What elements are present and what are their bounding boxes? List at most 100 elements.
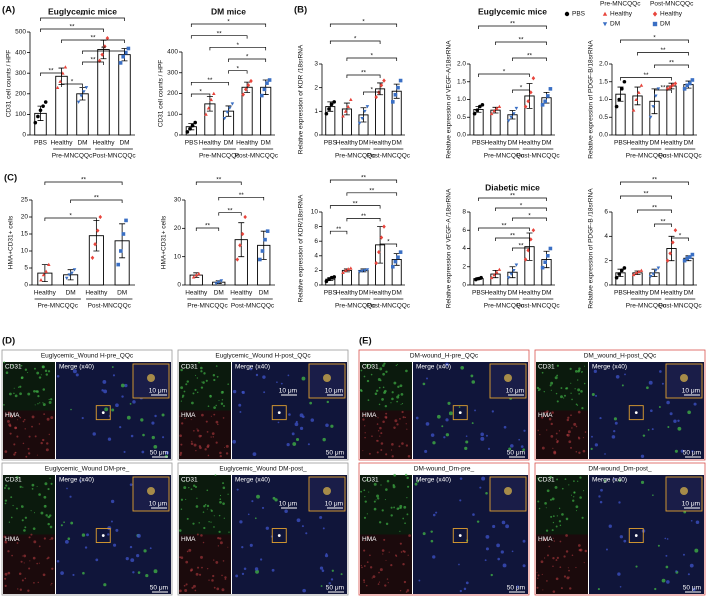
cell	[213, 378, 216, 382]
cell	[42, 402, 44, 404]
nucleus	[447, 401, 451, 405]
nucleus	[262, 375, 266, 379]
cell	[539, 479, 541, 482]
cell	[550, 365, 553, 367]
y-tick-label: 4	[314, 253, 318, 260]
cell	[402, 416, 405, 419]
cell	[578, 451, 581, 454]
nucleus	[518, 438, 521, 441]
cell	[39, 402, 41, 404]
merge-label: Merge (x40)	[416, 477, 451, 484]
cell	[213, 413, 216, 416]
error-bar	[343, 102, 350, 116]
cell	[396, 507, 400, 510]
cell	[181, 396, 184, 398]
y-tick-label: 2	[314, 267, 318, 274]
nucleus	[445, 433, 450, 437]
cell	[210, 521, 212, 523]
cell	[576, 379, 579, 381]
data-point	[241, 92, 245, 97]
x-tick-label: DM	[541, 140, 551, 147]
cell	[366, 535, 370, 538]
nucleus	[490, 573, 493, 577]
cell	[370, 364, 373, 367]
cell	[31, 425, 33, 428]
nucleus	[492, 524, 496, 529]
significance-bracket	[329, 230, 348, 235]
significance-label: **	[48, 68, 54, 75]
cell	[379, 379, 382, 382]
cell	[206, 430, 209, 433]
cell	[214, 474, 217, 476]
data-point	[492, 109, 496, 113]
data-point	[654, 268, 658, 273]
micrograph-title: Euglycemic_Wound H-post_QQc	[215, 353, 311, 360]
nucleus	[619, 535, 624, 539]
nucleus	[471, 380, 476, 384]
cell	[43, 537, 46, 540]
marker	[277, 411, 281, 415]
cell	[379, 426, 382, 430]
significance-bracket	[329, 179, 398, 183]
group-label: Post-MNCQQc	[231, 303, 275, 310]
nucleus	[491, 410, 494, 413]
cell	[584, 365, 586, 367]
cell	[19, 416, 22, 419]
cell	[47, 487, 50, 491]
nucleus	[480, 436, 485, 441]
cell	[373, 482, 377, 486]
data-point	[214, 282, 218, 286]
bar	[358, 269, 369, 286]
cell	[398, 445, 401, 448]
group-label: Pre-MNCQQc	[38, 303, 79, 310]
nucleus	[249, 543, 253, 547]
cell	[556, 374, 559, 377]
data-point	[495, 106, 499, 110]
marker	[458, 534, 462, 537]
cell	[407, 554, 409, 556]
cell	[5, 367, 7, 369]
cell	[215, 420, 219, 424]
nucleus	[107, 437, 112, 441]
cell	[3, 404, 5, 406]
cell	[563, 394, 566, 397]
cell	[23, 554, 27, 558]
data-point	[190, 123, 195, 128]
cell	[37, 395, 40, 398]
nucleus	[60, 524, 63, 527]
cell	[22, 420, 25, 423]
cell	[203, 526, 206, 530]
cell	[4, 499, 8, 502]
cell	[581, 516, 584, 519]
data-point	[185, 130, 190, 134]
cell	[537, 577, 539, 580]
nucleus	[162, 436, 165, 439]
nucleus	[136, 553, 140, 558]
cell	[377, 417, 379, 419]
nucleus	[287, 374, 290, 377]
significance-bracket	[70, 199, 123, 203]
data-point	[396, 85, 400, 90]
data-point	[514, 106, 519, 111]
cell	[363, 565, 366, 567]
nucleus	[255, 569, 259, 574]
cell	[13, 392, 15, 395]
cell	[400, 403, 402, 405]
cell	[217, 536, 220, 540]
cell	[9, 424, 12, 428]
nucleus	[682, 553, 685, 556]
x-tick-label: Healthy	[230, 290, 253, 297]
cell	[48, 514, 52, 517]
data-point	[523, 104, 528, 109]
cell	[13, 387, 15, 389]
cell	[37, 403, 39, 405]
y-tick-label: 1.0	[457, 96, 466, 103]
nucleus	[254, 517, 257, 520]
cell	[393, 473, 397, 477]
cell	[550, 422, 553, 426]
nucleus	[124, 383, 128, 388]
error-bar	[526, 83, 533, 109]
data-point	[631, 272, 636, 277]
cell	[405, 423, 407, 425]
y-tick-label: 2.0	[599, 61, 608, 68]
